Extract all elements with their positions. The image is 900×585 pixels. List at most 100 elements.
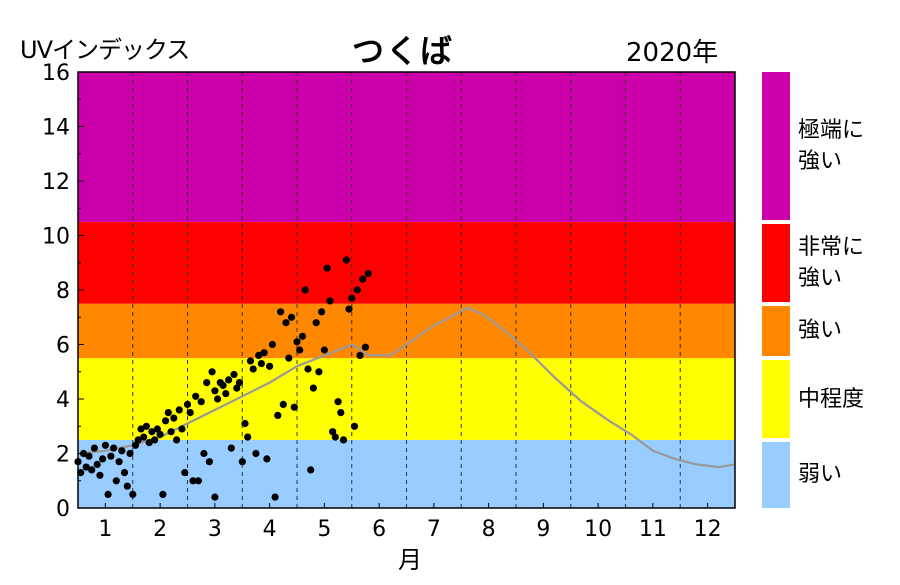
legend-label: 強い — [798, 318, 843, 344]
data-point — [296, 346, 304, 354]
data-point — [345, 305, 353, 313]
data-point — [342, 256, 350, 264]
data-point — [282, 319, 290, 327]
data-point — [192, 392, 200, 400]
data-point — [359, 275, 367, 283]
x-tick-label: 7 — [427, 517, 441, 542]
data-point — [208, 368, 216, 376]
data-point — [170, 414, 178, 422]
data-point — [309, 384, 317, 392]
data-point — [301, 286, 309, 294]
data-point — [235, 379, 244, 387]
data-point — [334, 398, 342, 406]
data-point — [183, 400, 192, 408]
x-tick-label: 1 — [98, 517, 112, 542]
data-point — [175, 406, 183, 414]
data-point — [271, 493, 279, 501]
data-point — [244, 433, 252, 441]
data-point — [88, 466, 96, 474]
legend-item-very-high: 非常に 強い — [762, 223, 882, 302]
data-point — [293, 338, 301, 346]
data-point — [126, 449, 134, 458]
x-tick-label: 4 — [263, 517, 277, 542]
data-point — [266, 362, 274, 370]
data-point — [287, 313, 296, 321]
data-point — [148, 428, 156, 436]
data-point — [277, 308, 285, 316]
legend-label: 中程度 — [798, 386, 865, 412]
normal-line-group — [77, 306, 736, 469]
data-point — [307, 466, 315, 474]
data-point — [205, 458, 213, 466]
data-point — [249, 365, 257, 373]
data-point — [255, 351, 263, 359]
data-point — [178, 425, 186, 433]
data-point — [222, 390, 230, 398]
data-point — [85, 452, 93, 460]
data-point — [181, 469, 189, 477]
data-point — [356, 351, 364, 359]
y-axis-label: UVインデックス — [20, 36, 190, 64]
data-point — [323, 264, 331, 272]
x-tick-label: 3 — [208, 517, 222, 542]
data-point — [142, 422, 150, 430]
data-point — [107, 452, 115, 460]
month-grid-group — [132, 72, 681, 508]
chart-year: 2020年 — [626, 38, 719, 68]
data-point — [312, 319, 320, 327]
data-point — [134, 436, 142, 444]
data-point — [110, 444, 118, 452]
data-point — [350, 422, 359, 430]
data-point — [279, 400, 287, 408]
data-point — [233, 384, 241, 392]
data-point — [211, 493, 219, 501]
y-tick-label: 0 — [56, 497, 70, 522]
data-point — [189, 477, 197, 485]
data-point — [298, 332, 307, 340]
y-tick-label: 6 — [56, 334, 70, 359]
data-point — [263, 455, 271, 463]
data-point — [318, 308, 326, 316]
legend-label: 弱い — [798, 462, 843, 488]
data-point — [120, 469, 129, 477]
data-point — [290, 403, 298, 411]
data-point — [151, 436, 159, 444]
x-tick-label: 10 — [584, 517, 612, 542]
legend-swatch — [762, 223, 790, 302]
data-point — [164, 409, 172, 417]
data-point — [115, 458, 123, 466]
y-tick-label: 12 — [42, 170, 70, 195]
data-point — [246, 357, 255, 365]
legend-item-low: 弱い — [762, 441, 882, 508]
y-tick-label: 10 — [42, 225, 70, 250]
uv-legend: 極端に 強い 非常に 強い 強い 中程度 弱い — [762, 72, 882, 508]
data-point — [214, 395, 222, 403]
data-point — [329, 428, 337, 436]
data-point — [219, 381, 227, 389]
data-point — [173, 436, 181, 444]
y-tick-label: 4 — [56, 388, 70, 413]
data-point — [197, 398, 205, 406]
data-point — [118, 447, 126, 455]
data-point — [186, 409, 194, 417]
y-tick-labels: 0 2 4 6 8 10 12 14 16 — [42, 61, 70, 522]
y-tick-label: 16 — [42, 61, 70, 86]
data-point — [326, 297, 334, 305]
data-point — [211, 387, 219, 395]
observation-points-group — [74, 256, 372, 501]
legend-item-high: 強い — [762, 305, 882, 357]
data-point — [274, 411, 282, 419]
data-point — [339, 436, 348, 444]
data-point — [145, 439, 153, 447]
data-point — [90, 444, 98, 452]
data-point — [93, 460, 101, 468]
data-point — [162, 417, 170, 425]
data-point — [131, 441, 140, 449]
data-point — [77, 469, 85, 477]
data-point — [112, 477, 120, 485]
data-point — [200, 449, 208, 458]
data-point — [137, 425, 145, 433]
data-point — [238, 458, 246, 466]
x-tick-label: 6 — [372, 517, 386, 542]
